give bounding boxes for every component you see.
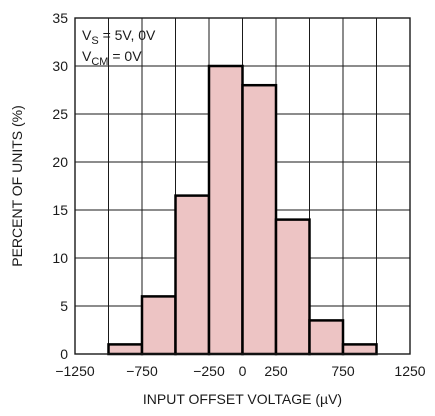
y-tick-label: 30 [52,58,68,74]
histogram-bar [174,194,211,356]
x-tick-label: 250 [264,363,288,379]
y-tick-label: 10 [52,250,68,266]
y-tick-labels: 0 5 10 15 20 25 30 35 [52,10,68,362]
x-tick-label: −1250 [55,363,95,379]
x-tick-label: −250 [193,363,225,379]
plot-frame [74,17,411,355]
y-tick-label: 15 [52,202,68,218]
y-tick-label: 35 [52,10,68,26]
histogram-bar [341,343,378,356]
y-tick-label: 20 [52,154,68,170]
y-axis-title: PERCENT OF UNITS (%) [9,105,25,267]
condition-annotation: VS = 5V, 0V [82,27,156,47]
x-tick-label: 1250 [394,363,425,379]
x-tick-label: 750 [331,363,355,379]
histogram-bar [207,64,244,356]
x-axis-title: INPUT OFFSET VOLTAGE (µV) [143,391,342,407]
x-tick-label: 0 [239,363,247,379]
histogram-bar [107,343,144,356]
histogram-bar [140,295,177,356]
histogram-bar [274,218,311,356]
x-tick-labels: −1250 −750 −250 0 250 750 1250 [55,363,425,379]
histogram-bar [241,83,278,356]
y-tick-label: 5 [60,298,68,314]
condition-annotation: VCM = 0V [82,48,142,68]
histogram-bar [308,319,345,356]
y-tick-label: 25 [52,106,68,122]
x-tick-label: −750 [126,363,158,379]
y-tick-label: 0 [60,346,68,362]
